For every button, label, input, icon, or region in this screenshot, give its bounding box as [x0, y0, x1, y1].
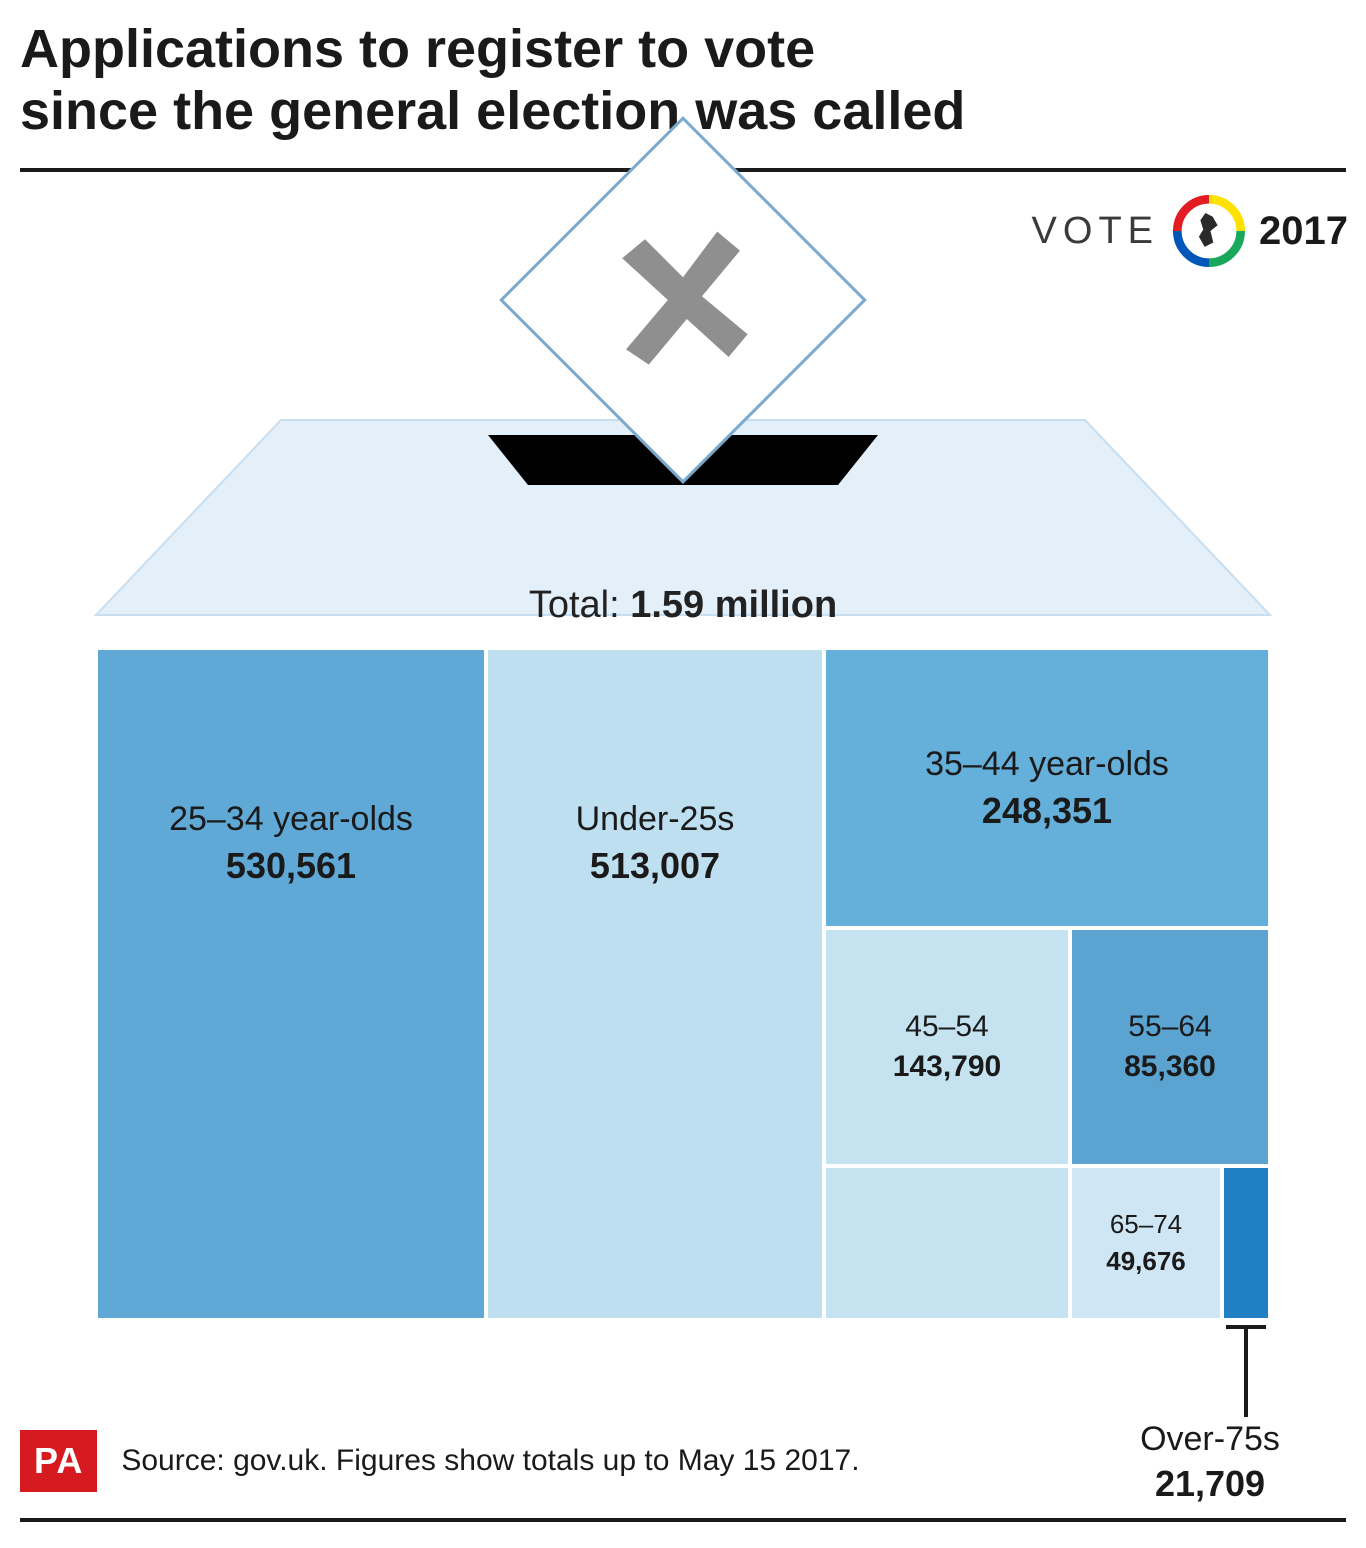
- total-value: 1.59 million: [630, 584, 837, 626]
- cell-value: 530,561: [226, 845, 356, 887]
- callout-label: Over-75s: [1090, 1420, 1330, 1459]
- cell-value: 513,007: [590, 845, 720, 887]
- treemap-cell-45-54-fill: [824, 1166, 1070, 1320]
- cell-label: 55–64: [1128, 1010, 1211, 1044]
- cell-value: 248,351: [982, 790, 1112, 832]
- treemap-cell-55-64: 55–64 85,360: [1070, 928, 1270, 1166]
- treemap-cell-under-25: Under-25s 513,007: [486, 648, 824, 1320]
- total-line: Total: 1.59 million: [96, 584, 1270, 627]
- callout-value: 21,709: [1090, 1463, 1330, 1505]
- title-line-2: since the general election was called: [20, 81, 965, 141]
- treemap-cell-45-54: 45–54 143,790: [824, 928, 1070, 1166]
- treemap-cell-35-44: 35–44 year-olds 248,351: [824, 648, 1270, 928]
- cell-value: 85,360: [1124, 1050, 1216, 1084]
- treemap-cell-over-75: [1222, 1166, 1270, 1320]
- cell-label: 35–44 year-olds: [925, 745, 1169, 784]
- callout-over-75: Over-75s 21,709: [1090, 1420, 1330, 1505]
- treemap-cell-25-34: 25–34 year-olds 530,561: [96, 648, 486, 1320]
- callout-line-v: [1244, 1325, 1248, 1417]
- cell-value: 143,790: [893, 1050, 1001, 1084]
- cell-label: 65–74: [1110, 1209, 1182, 1240]
- treemap: 25–34 year-olds 530,561 Under-25s 513,00…: [96, 648, 1270, 1320]
- cell-value: 49,676: [1106, 1246, 1186, 1277]
- footer: PA Source: gov.uk. Figures show totals u…: [20, 1430, 860, 1492]
- year-label: 2017: [1259, 209, 1348, 254]
- cell-label: Under-25s: [576, 800, 735, 839]
- treemap-cell-65-74: 65–74 49,676: [1070, 1166, 1222, 1320]
- title-line-1: Applications to register to vote: [20, 19, 815, 79]
- total-label: Total:: [529, 584, 630, 626]
- source-text: Source: gov.uk. Figures show totals up t…: [121, 1444, 859, 1478]
- pa-badge: PA: [20, 1430, 97, 1492]
- ballot-box: Total: 1.59 million 25–34 year-olds 530,…: [96, 180, 1270, 1320]
- rule-bottom: [20, 1518, 1346, 1522]
- cell-label: 25–34 year-olds: [169, 800, 413, 839]
- cell-label: 45–54: [905, 1010, 988, 1044]
- chart-title: Applications to register to vote since t…: [20, 18, 965, 142]
